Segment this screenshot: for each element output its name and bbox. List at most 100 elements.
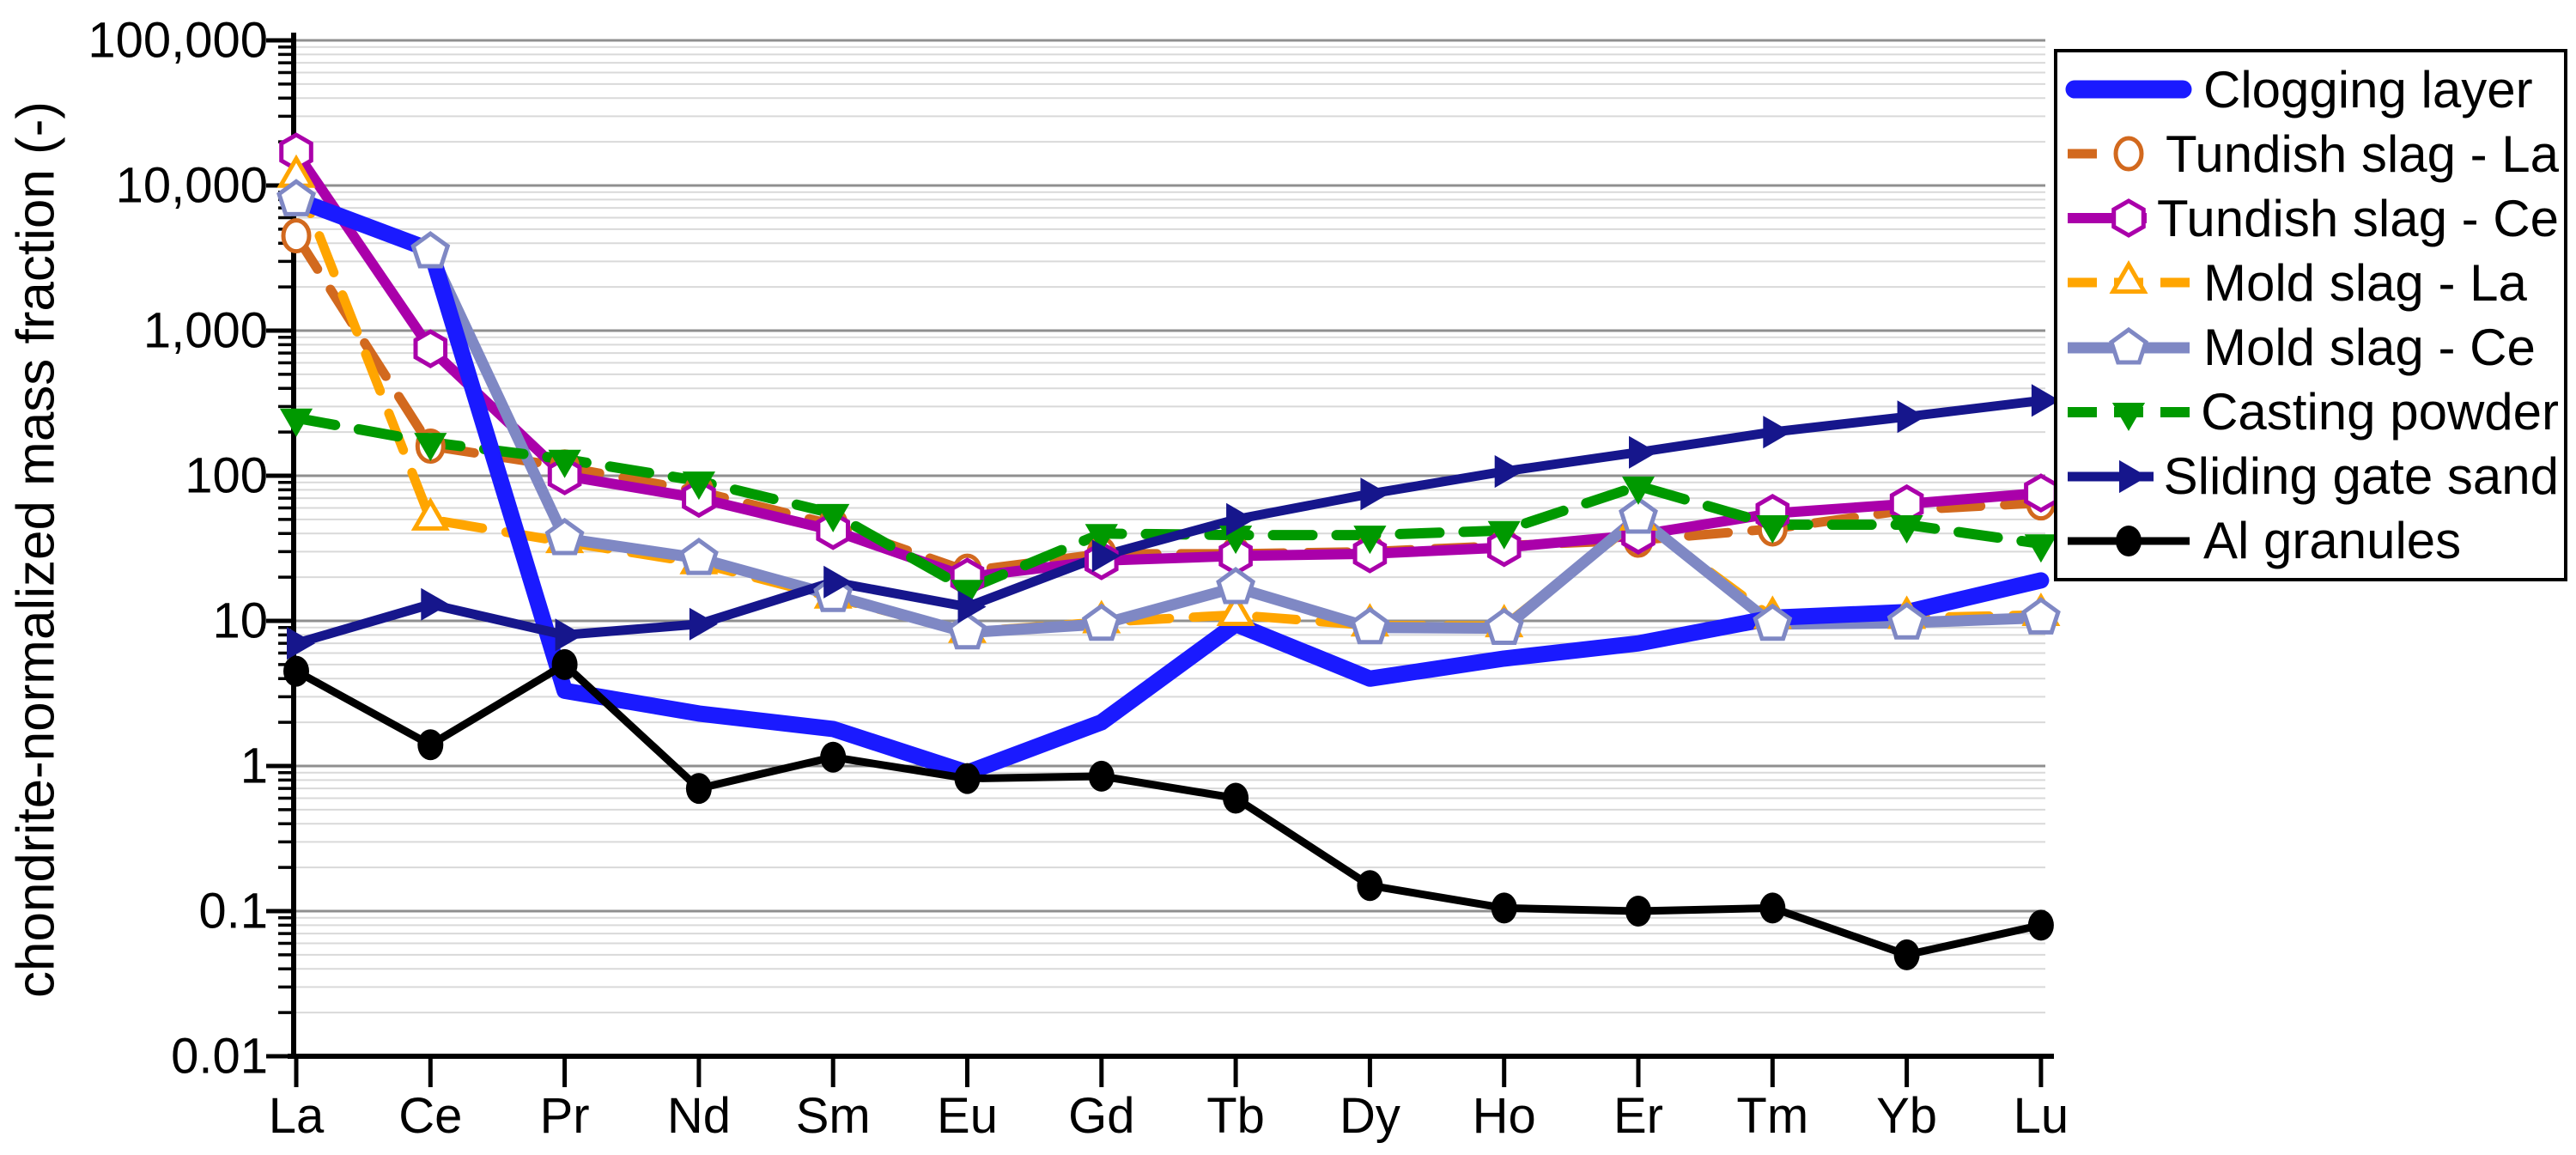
y-tick-label: 0.1 xyxy=(198,883,268,939)
triangle-down-marker xyxy=(1353,526,1387,555)
triangle-right-marker xyxy=(1226,502,1255,536)
legend-sample-tundish-slag-la xyxy=(2068,136,2155,172)
x-tick-label-ho: Ho xyxy=(1472,1088,1536,1144)
x-tick-label-gd: Gd xyxy=(1068,1088,1135,1144)
legend-label-mold-slag-la: Mold slag - La xyxy=(2203,253,2527,312)
x-tick-label-yb: Yb xyxy=(1876,1088,1938,1144)
pentagon-open-marker xyxy=(276,179,316,216)
legend-sample-al-granules xyxy=(2068,525,2190,556)
triangle-down-marker xyxy=(682,471,715,501)
circle-filled-marker xyxy=(1491,892,1517,924)
y-axis-title: chondrite-normalized mass fraction (-) xyxy=(6,100,66,999)
pentagon-open-marker xyxy=(2020,597,2061,635)
hexagon-open-marker xyxy=(279,132,313,172)
circle-open-marker xyxy=(2113,136,2144,172)
triangle-down-marker xyxy=(548,449,581,478)
pentagon-open-marker xyxy=(1753,603,1793,641)
legend-sample-clogging-layer xyxy=(2065,80,2192,99)
gridlines xyxy=(294,39,2045,1014)
triangle-down-marker xyxy=(1756,515,1789,544)
triangle-right-marker xyxy=(555,618,584,652)
circle-filled-marker xyxy=(1759,892,1786,924)
triangle-right-marker xyxy=(1091,539,1121,573)
pentagon-open-marker xyxy=(2109,326,2148,365)
hexagon-open-marker xyxy=(413,329,448,368)
triangle-right-marker xyxy=(287,627,315,660)
series-markers xyxy=(276,132,2061,970)
y-tick-label: 0.01 xyxy=(171,1028,268,1085)
pentagon-open-marker xyxy=(1886,602,1927,640)
circle-open-marker xyxy=(281,218,312,254)
series-line-al-granules xyxy=(292,660,2045,959)
circle-filled-marker xyxy=(685,773,712,805)
triangle-right-marker xyxy=(2119,459,2148,493)
y-tick-label: 1 xyxy=(240,738,268,794)
triangle-up-open-marker xyxy=(410,496,450,531)
pentagon-open-marker xyxy=(1081,603,1121,641)
y-tick-label: 10,000 xyxy=(115,157,268,214)
series-line-clogging-layer xyxy=(288,191,2050,781)
triangle-down-marker xyxy=(817,503,850,532)
pentagon-open-marker xyxy=(410,231,451,269)
series-line-mold-slag-ce xyxy=(290,193,2047,639)
legend-item-mold-slag-la: Mold slag - La xyxy=(2064,252,2559,313)
triangle-down-marker xyxy=(2024,534,2057,563)
legend-item-sliding-gate-sand: Sliding gate sand xyxy=(2064,446,2559,508)
series-line-tundish-slag-la xyxy=(291,231,2046,576)
hexagon-open-marker xyxy=(2024,473,2058,513)
y-tick-label: 10 xyxy=(212,593,268,649)
legend-sample-sliding-gate-sand xyxy=(2068,459,2154,493)
triangle-down-marker xyxy=(279,408,313,437)
triangle-right-marker xyxy=(2031,384,2060,417)
legend-item-mold-slag-ce: Mold slag - Ce xyxy=(2064,317,2559,379)
triangle-down-marker xyxy=(2111,402,2146,431)
x-tick-label-dy: Dy xyxy=(1339,1088,1400,1144)
legend-label-al-granules: Al granules xyxy=(2203,512,2462,570)
circle-filled-marker xyxy=(954,763,981,794)
x-tick-label-tm: Tm xyxy=(1736,1088,1809,1144)
triangle-right-marker xyxy=(1494,455,1523,489)
legend-sample-tundish-slag-ce xyxy=(2068,198,2147,239)
triangle-down-marker xyxy=(1084,524,1118,553)
legend: Clogging layer Tundish slag - La Tundish s… xyxy=(2054,49,2567,581)
triangle-right-marker xyxy=(1897,400,1926,434)
triangle-down-marker xyxy=(1621,476,1656,505)
circle-filled-marker xyxy=(551,648,578,680)
legend-item-casting-powder: Casting powder xyxy=(2064,381,2559,443)
triangle-up-open-marker xyxy=(1216,593,1255,626)
triangle-up-open-marker xyxy=(2109,260,2148,295)
triangle-down-marker xyxy=(1890,515,1923,544)
circle-filled-marker xyxy=(2027,909,2054,941)
triangle-right-marker xyxy=(1763,416,1792,449)
x-tick-label-pr: Pr xyxy=(539,1088,590,1144)
pentagon-open-marker xyxy=(544,517,585,556)
circle-filled-marker xyxy=(2116,525,2142,556)
y-tick-label: 100 xyxy=(185,447,268,504)
hexagon-open-marker xyxy=(1889,483,1924,524)
legend-label-tundish-slag-la: Tundish slag - La xyxy=(2165,125,2559,183)
x-tick-label-eu: Eu xyxy=(937,1088,998,1144)
x-tick-label-ce: Ce xyxy=(398,1088,463,1144)
triangle-right-marker xyxy=(1629,435,1657,469)
x-tick-label-la: La xyxy=(268,1088,325,1144)
circle-filled-marker xyxy=(283,655,309,687)
triangle-right-marker xyxy=(421,587,450,621)
triangle-right-marker xyxy=(689,607,718,641)
pentagon-open-marker xyxy=(1350,606,1390,645)
circle-filled-marker xyxy=(1893,939,1920,970)
triangle-right-marker xyxy=(823,565,853,599)
circle-filled-marker xyxy=(1357,870,1383,902)
triangle-right-marker xyxy=(957,590,987,623)
circle-filled-marker xyxy=(1223,782,1249,814)
circle-filled-marker xyxy=(1625,896,1651,927)
pentagon-open-marker xyxy=(1484,607,1524,645)
legend-label-sliding-gate-sand: Sliding gate sand xyxy=(2163,447,2559,506)
series-lines xyxy=(288,147,2050,959)
x-tick-label-tb: Tb xyxy=(1206,1088,1265,1144)
pentagon-open-marker xyxy=(947,611,987,650)
x-tick-label-lu: Lu xyxy=(2013,1088,2069,1144)
circle-filled-marker xyxy=(1088,760,1115,792)
triangle-right-marker xyxy=(1360,477,1389,511)
circle-filled-marker xyxy=(417,729,444,761)
